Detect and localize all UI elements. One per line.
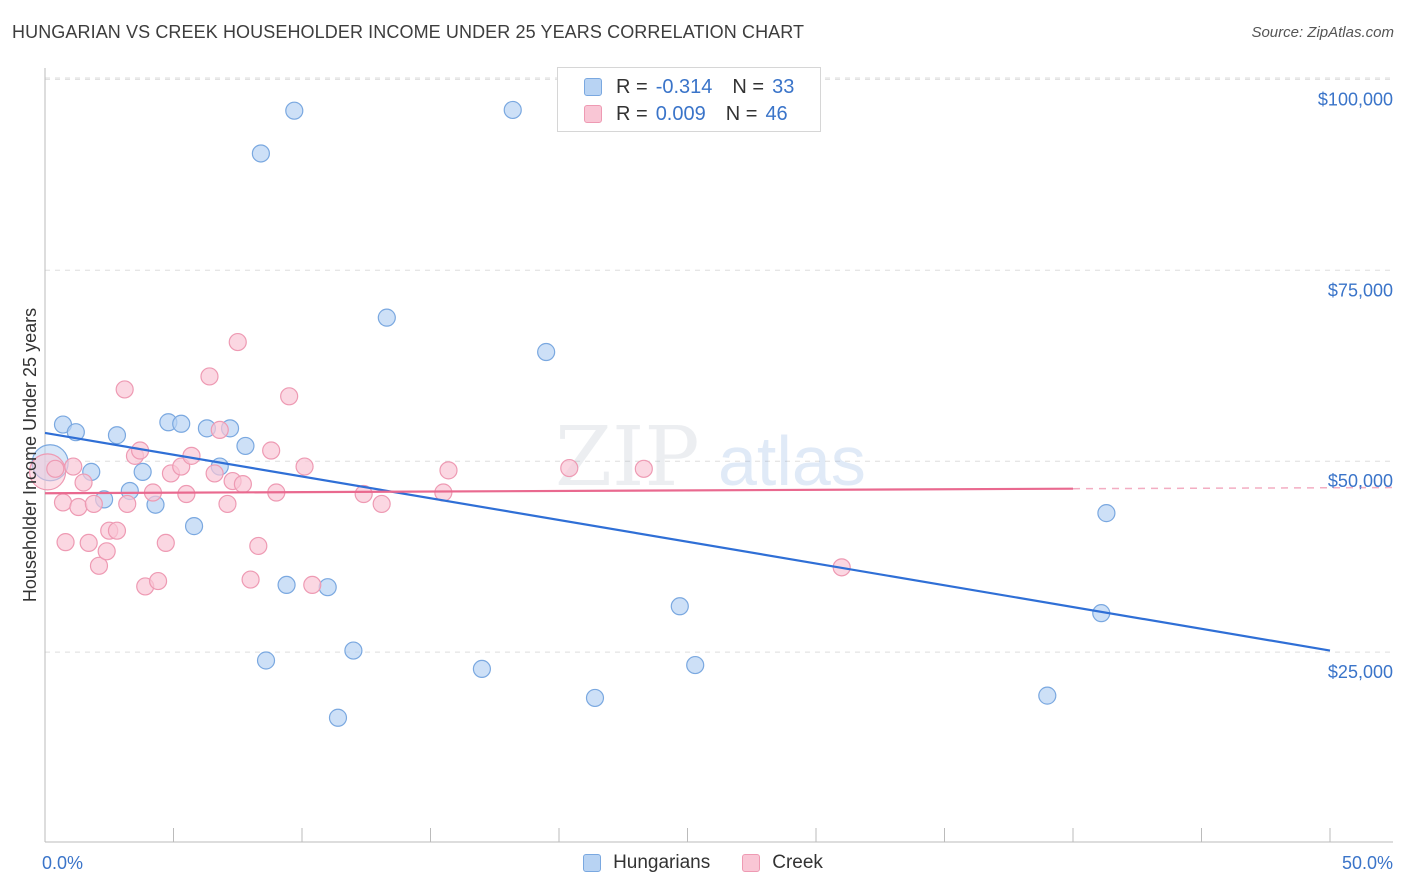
creek-r-value: 0.009 bbox=[655, 102, 706, 125]
tick-labels: $100,000 $75,000 $50,000 $25,000 0.0% 50.0% bbox=[42, 89, 1393, 873]
n-label: N = bbox=[725, 102, 758, 125]
creek-trend-line bbox=[44, 487, 1074, 495]
hungarians-point-15 bbox=[236, 436, 255, 456]
stats-legend: R = -0.314 N = 33 R = 0.009 N = 46 bbox=[557, 67, 821, 132]
hungarians-point-18 bbox=[277, 575, 296, 595]
creek-swatch bbox=[584, 105, 602, 123]
watermark-zip: ZIP bbox=[555, 410, 700, 505]
n-label: N = bbox=[732, 75, 765, 98]
creek-point-23 bbox=[177, 484, 196, 504]
hungarians-legend-swatch bbox=[583, 854, 602, 872]
creek-point-31 bbox=[233, 475, 252, 494]
hungarians-point-32 bbox=[1097, 504, 1116, 523]
creek-point-5 bbox=[69, 497, 88, 517]
creek-point-19 bbox=[148, 571, 168, 591]
creek-legend-swatch bbox=[742, 854, 761, 872]
chart-title: HUNGARIAN VS CREEK HOUSEHOLDER INCOME UN… bbox=[12, 22, 805, 42]
hungarians-point-29 bbox=[686, 655, 705, 675]
y-tick-label-2: $50,000 bbox=[1328, 471, 1393, 491]
creek-point-43 bbox=[560, 458, 579, 478]
creek-point-27 bbox=[210, 420, 229, 439]
creek-point-7 bbox=[79, 533, 98, 553]
hungarians-point-7 bbox=[133, 462, 152, 481]
legend-item-hungarians[interactable]: Hungarians bbox=[583, 852, 710, 874]
watermark-atlas: atlas bbox=[718, 422, 866, 500]
y-axis-label: Householder Income Under 25 years bbox=[20, 308, 40, 602]
hungarians-point-27 bbox=[585, 688, 605, 708]
creek-point-1 bbox=[46, 459, 65, 478]
hungarians-point-20 bbox=[318, 578, 337, 597]
creek-point-42 bbox=[439, 461, 458, 480]
x-tick-label-0: 0.0% bbox=[42, 853, 83, 873]
grid-lines bbox=[45, 77, 1393, 653]
creek-point-20 bbox=[156, 533, 175, 553]
creek-point-12 bbox=[107, 521, 127, 540]
creek-point-30 bbox=[228, 332, 247, 352]
legend-label-hungarians: Hungarians bbox=[613, 852, 711, 873]
creek-point-25 bbox=[200, 367, 219, 386]
legend-row-creek: R = 0.009 N = 46 bbox=[584, 101, 788, 127]
series-legend: Hungarians Creek bbox=[0, 852, 1406, 874]
legend-row-hungarians: R = -0.314 N = 33 bbox=[584, 74, 794, 100]
r-label: R = bbox=[616, 75, 648, 98]
creek-point-26 bbox=[205, 464, 224, 483]
hungarians-point-19 bbox=[285, 101, 304, 120]
hungarians-point-26 bbox=[537, 342, 556, 362]
hungarians-trend-line bbox=[44, 431, 1331, 652]
hungarians-point-25 bbox=[503, 100, 522, 120]
creek-point-44 bbox=[634, 459, 653, 478]
creek-point-36 bbox=[280, 387, 299, 406]
x-tick-label-1: 50.0% bbox=[1342, 853, 1393, 873]
hungarians-point-24 bbox=[472, 659, 491, 678]
legend-label-creek: Creek bbox=[772, 852, 823, 873]
hungarians-n-value: 33 bbox=[772, 75, 795, 98]
creek-point-37 bbox=[295, 457, 314, 476]
y-tick-label-0: $100,000 bbox=[1318, 89, 1393, 109]
hungarians-swatch bbox=[584, 78, 602, 96]
creek-point-40 bbox=[372, 494, 391, 514]
y-tick-label-1: $75,000 bbox=[1328, 280, 1393, 300]
creek-point-3 bbox=[56, 533, 75, 552]
creek-point-33 bbox=[249, 536, 268, 556]
source-credit: Source: ZipAtlas.com bbox=[1251, 24, 1394, 41]
hungarians-point-10 bbox=[172, 414, 191, 433]
hungarians-point-11 bbox=[184, 517, 204, 536]
hungarians-r-value: -0.314 bbox=[655, 75, 713, 98]
creek-point-32 bbox=[241, 570, 260, 589]
hungarians-point-21 bbox=[328, 708, 348, 727]
hungarians-point-28 bbox=[670, 597, 689, 616]
creek-point-2 bbox=[53, 493, 73, 512]
creek-point-14 bbox=[118, 494, 137, 514]
data-points bbox=[28, 100, 1116, 727]
hungarians-point-5 bbox=[107, 426, 127, 445]
hungarians-point-23 bbox=[377, 308, 396, 327]
creek-point-8 bbox=[84, 494, 103, 514]
creek-point-39 bbox=[354, 484, 373, 504]
creek-point-4 bbox=[64, 457, 83, 476]
creek-point-38 bbox=[303, 575, 322, 595]
watermark: ZIP atlas bbox=[555, 410, 866, 505]
creek-point-28 bbox=[218, 494, 237, 514]
hungarians-point-17 bbox=[256, 651, 276, 670]
creek-point-9 bbox=[89, 556, 109, 575]
creek-point-10 bbox=[97, 542, 116, 561]
creek-point-34 bbox=[262, 441, 281, 460]
hungarians-point-22 bbox=[344, 641, 363, 660]
creek-point-6 bbox=[74, 473, 93, 492]
hungarians-point-30 bbox=[1038, 686, 1057, 705]
legend-item-creek[interactable]: Creek bbox=[742, 852, 823, 874]
y-tick-label-3: $25,000 bbox=[1328, 662, 1393, 682]
trend-lines bbox=[44, 431, 1394, 652]
r-label: R = bbox=[616, 102, 648, 125]
creek-n-value: 46 bbox=[765, 102, 788, 125]
hungarians-point-16 bbox=[251, 144, 270, 163]
creek-trend-extension bbox=[1072, 486, 1394, 490]
creek-point-13 bbox=[115, 380, 134, 399]
